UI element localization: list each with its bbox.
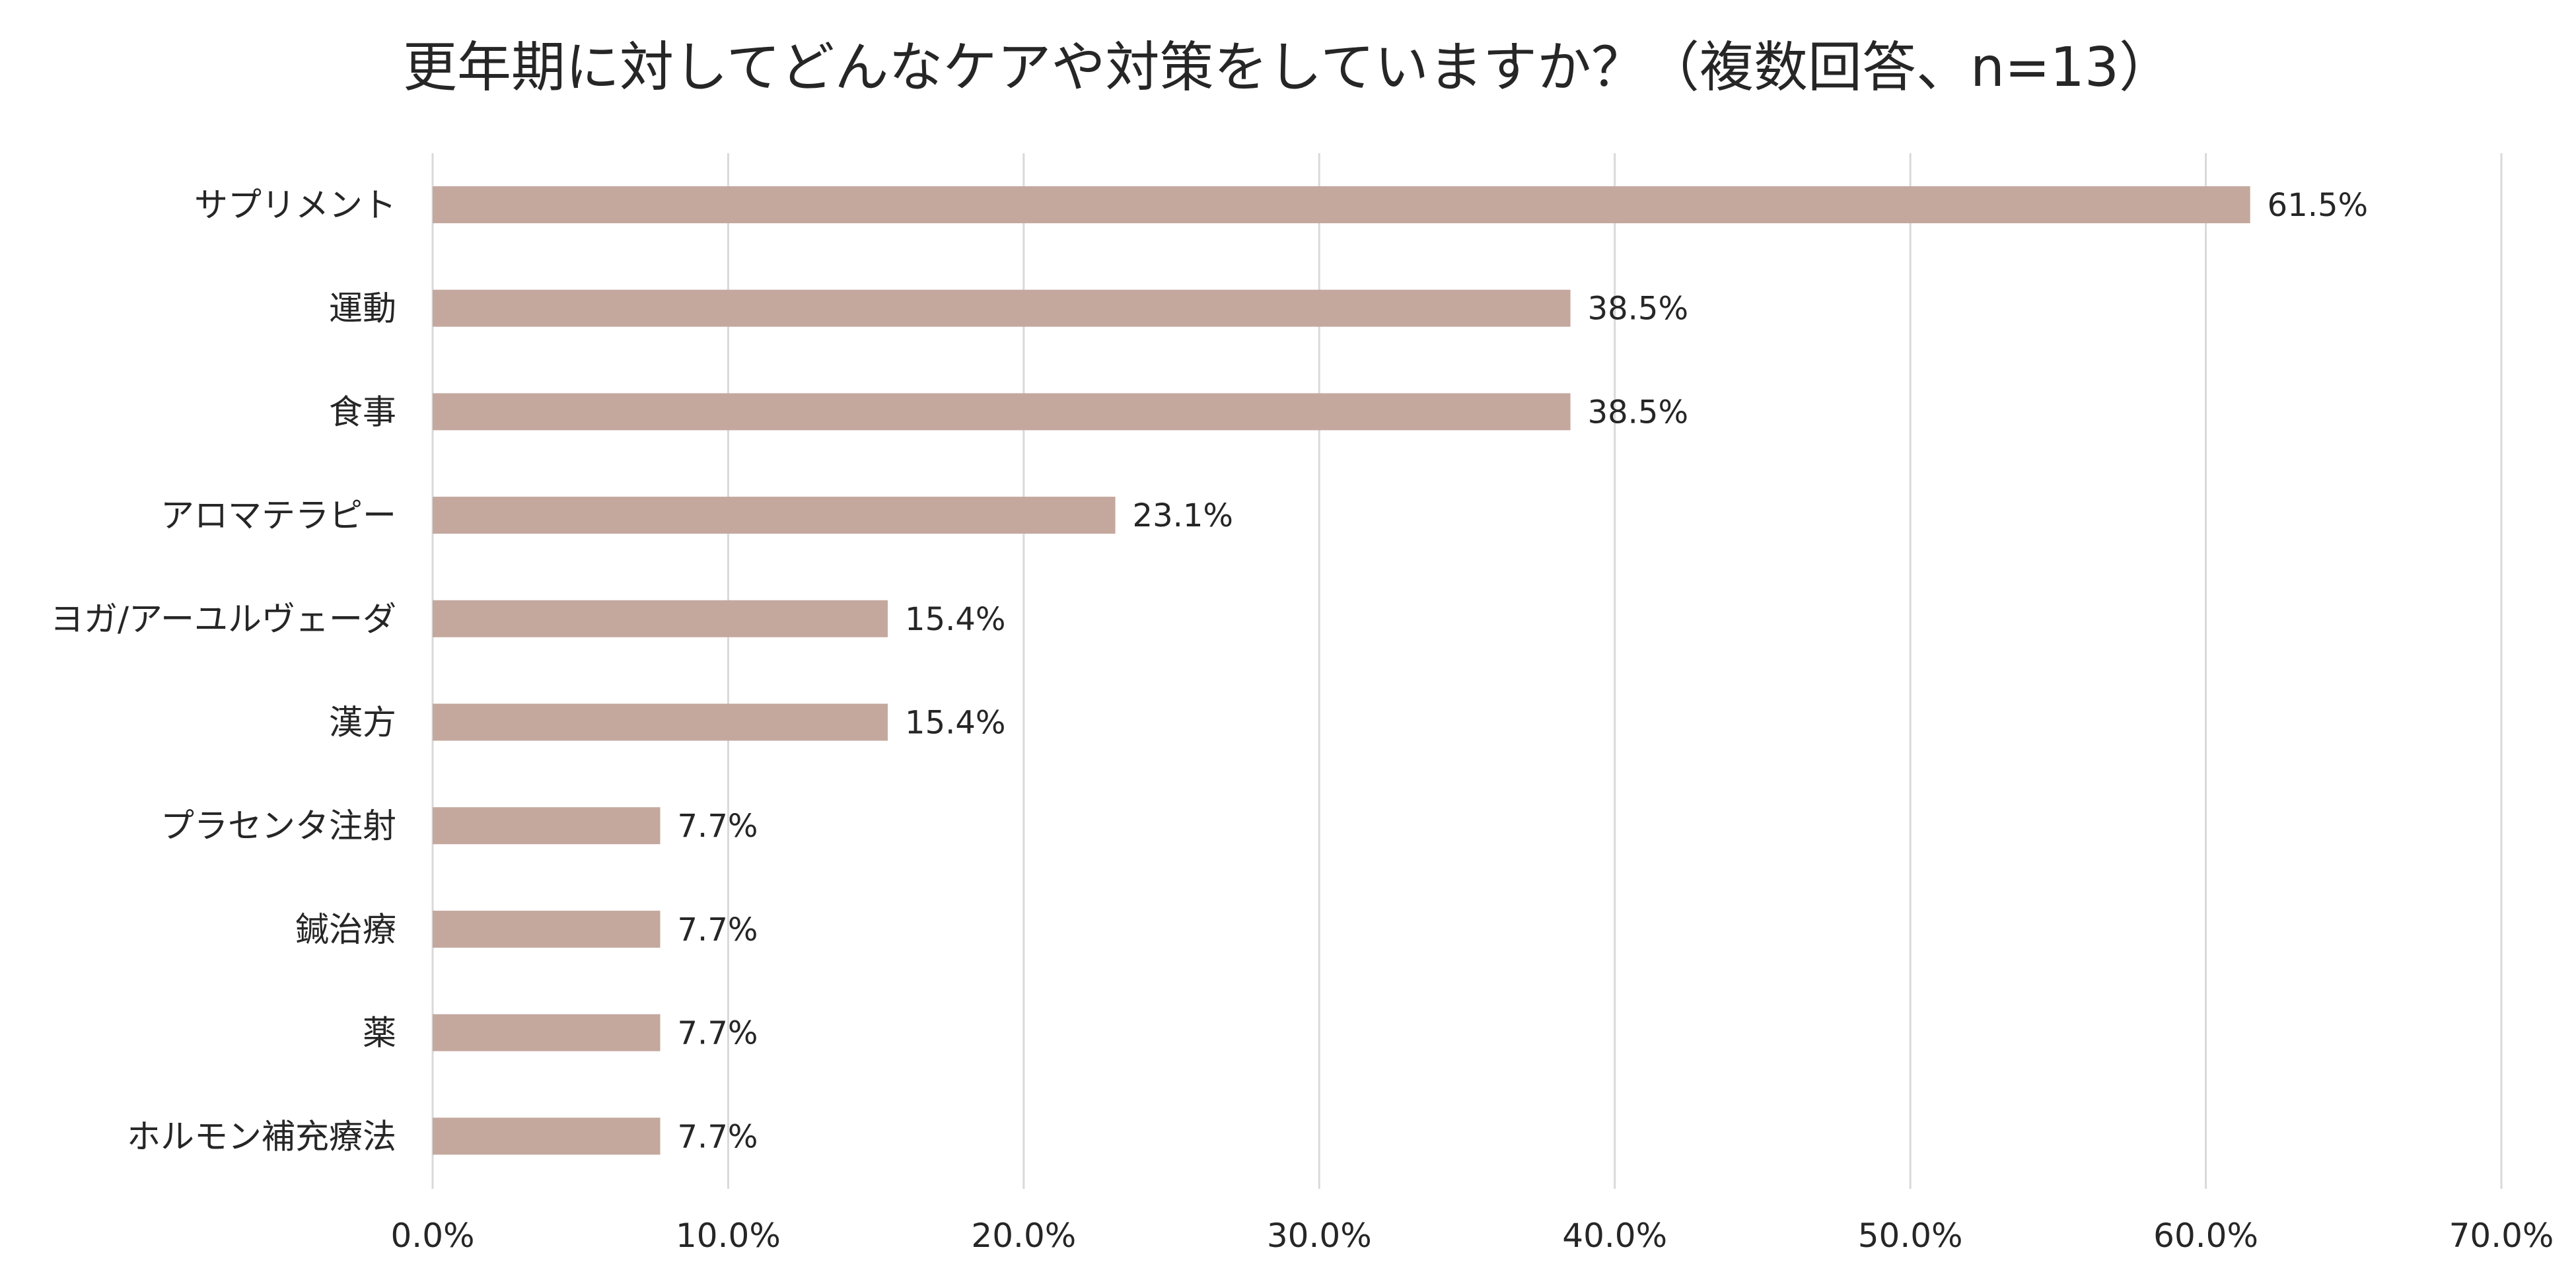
x-tick-label: 20.0%: [971, 1217, 1076, 1255]
data-label: 38.5%: [1588, 394, 1688, 431]
data-label: 7.7%: [678, 1118, 758, 1155]
category-label: 漢方: [329, 704, 396, 743]
category-label: プラセンタ注射: [161, 807, 396, 846]
bar: [433, 186, 2250, 223]
bar: [433, 1014, 661, 1051]
data-label: 23.1%: [1133, 497, 1233, 534]
category-label: ヨガ/アーユルヴェーダ: [50, 600, 396, 639]
x-tick-label: 70.0%: [2449, 1217, 2554, 1255]
x-tick-label: 10.0%: [676, 1217, 781, 1255]
category-label: ホルモン補充療法: [127, 1117, 396, 1156]
category-label: 食事: [329, 393, 396, 432]
category-label: アロマテラピー: [161, 497, 396, 536]
x-tick-label: 0.0%: [390, 1217, 474, 1255]
bar: [433, 600, 888, 637]
chart-title: 更年期に対してどんなケアや対策をしていますか？（複数回答、n=13）: [402, 36, 2174, 99]
category-label: 鍼治療: [295, 911, 396, 950]
category-label: 薬: [363, 1014, 396, 1053]
x-tick-label: 60.0%: [2153, 1217, 2258, 1255]
data-label: 7.7%: [678, 1015, 758, 1052]
x-tick-label: 50.0%: [1858, 1217, 1963, 1255]
data-label: 7.7%: [678, 911, 758, 948]
bar: [433, 807, 661, 845]
category-label: サプリメント: [194, 186, 396, 225]
data-label: 15.4%: [905, 601, 1005, 638]
bar: [433, 910, 661, 948]
category-label: 運動: [329, 290, 396, 329]
bar: [433, 289, 1571, 327]
data-label: 7.7%: [678, 808, 758, 845]
x-tick-label: 30.0%: [1267, 1217, 1372, 1255]
data-label: 38.5%: [1588, 291, 1688, 328]
bar: [433, 1117, 661, 1155]
bar: [433, 703, 888, 741]
bar: [433, 393, 1571, 431]
x-tick-label: 40.0%: [1562, 1217, 1667, 1255]
bar: [433, 497, 1116, 534]
data-label: 61.5%: [2268, 187, 2368, 224]
data-label: 15.4%: [905, 705, 1005, 742]
